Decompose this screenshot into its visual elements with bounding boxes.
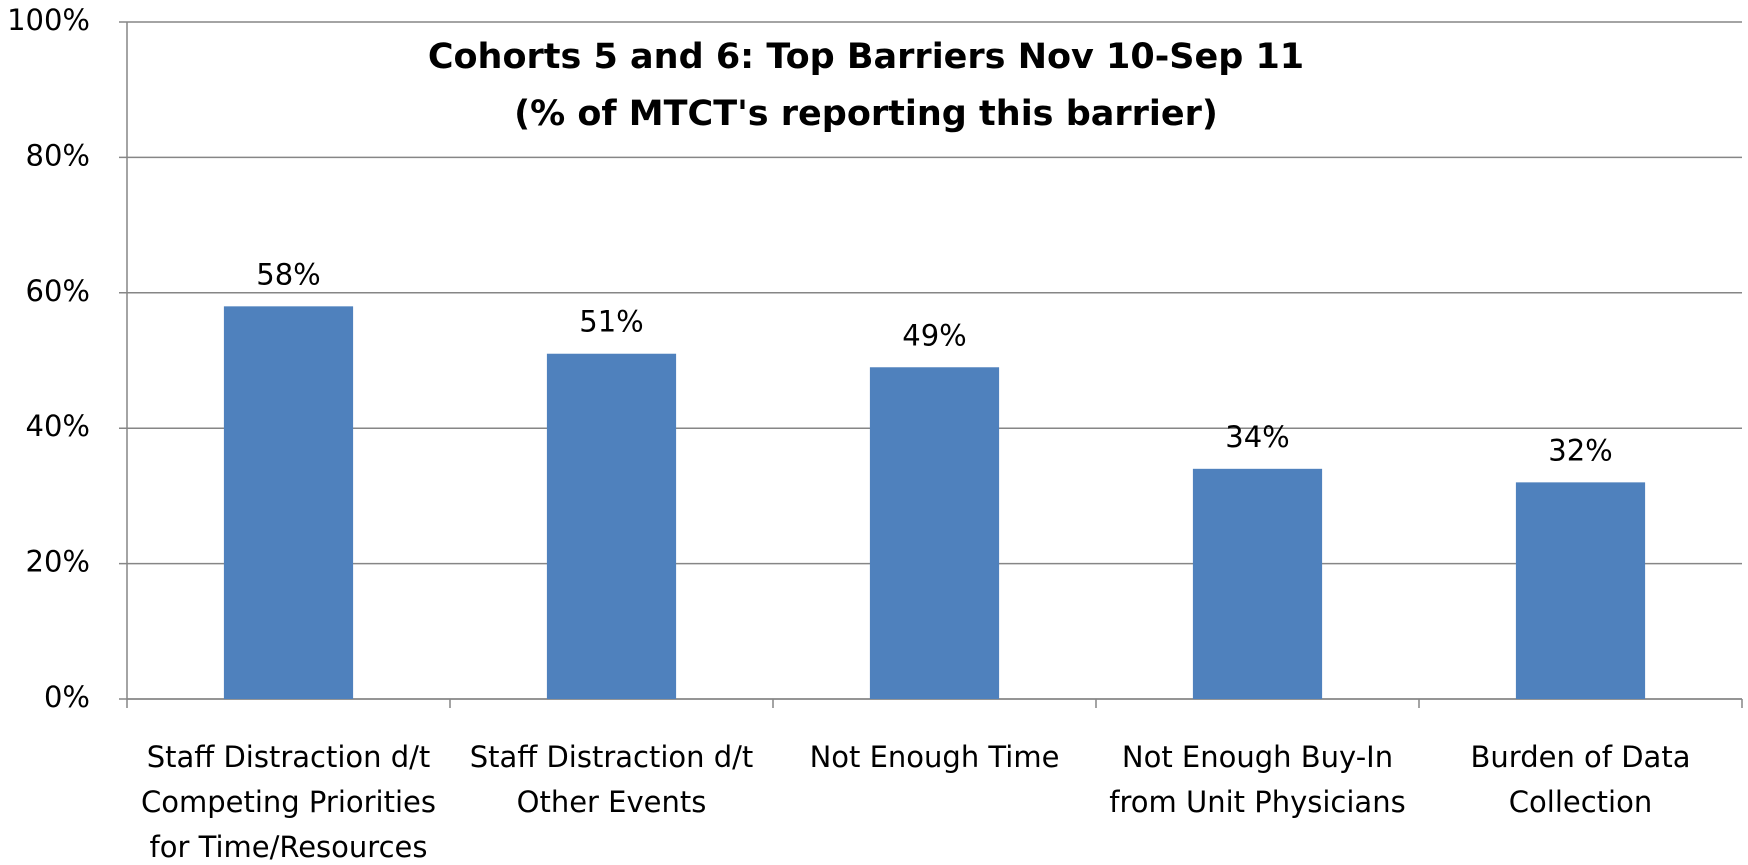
- bar: [1515, 482, 1646, 699]
- x-tick-label: Burden of Data Collection: [1470, 740, 1691, 819]
- bar: [869, 367, 1000, 699]
- chart-title: Cohorts 5 and 6: Top Barriers Nov 10-Sep…: [428, 37, 1304, 77]
- x-tick-label: Not Enough Buy-In from Unit Physicians: [1109, 740, 1406, 819]
- y-tick-label: 0%: [44, 680, 90, 714]
- y-tick-label: 20%: [26, 545, 90, 579]
- bar: [223, 306, 354, 699]
- y-tick-label: 40%: [26, 409, 90, 443]
- x-tick-label: Not Enough Time: [809, 740, 1060, 774]
- bar: [546, 353, 677, 699]
- y-tick-label: 60%: [26, 274, 90, 308]
- data-label: 32%: [1548, 433, 1612, 467]
- x-tick-label: Staff Distraction d/t Other Events: [469, 740, 754, 819]
- x-tick-label: Staff Distraction d/t Competing Prioriti…: [141, 740, 436, 864]
- y-tick-label: 80%: [26, 138, 90, 172]
- data-label: 49%: [902, 318, 966, 352]
- data-label: 34%: [1225, 420, 1289, 454]
- bar: [1192, 468, 1323, 699]
- chart-subtitle: (% of MTCT's reporting this barrier): [514, 94, 1218, 134]
- data-label: 58%: [256, 257, 320, 291]
- data-label: 51%: [579, 305, 643, 339]
- y-tick-label: 100%: [7, 3, 90, 37]
